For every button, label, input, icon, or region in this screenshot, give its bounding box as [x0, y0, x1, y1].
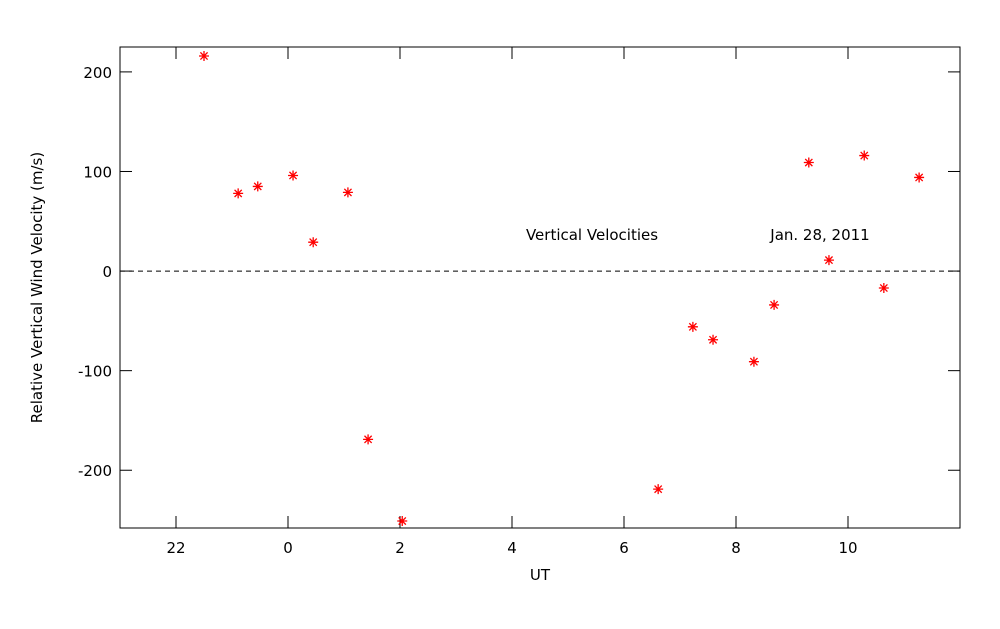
data-point	[252, 181, 263, 192]
y-axis-label: Relative Vertical Wind Velocity (m/s)	[28, 152, 46, 423]
data-point	[823, 255, 834, 266]
y-tick-label: 200	[83, 64, 112, 82]
data-point	[199, 50, 209, 61]
data-point	[803, 157, 814, 168]
y-tick-label: -100	[78, 363, 112, 381]
data-point	[914, 172, 925, 183]
annotation: Vertical Velocities	[526, 226, 658, 244]
data-point	[397, 516, 408, 527]
annotation: Jan. 28, 2011	[769, 226, 869, 244]
data-point	[769, 299, 780, 310]
x-tick-label: 8	[731, 539, 741, 557]
data-point	[708, 334, 719, 345]
data-point	[308, 237, 319, 248]
x-tick-label: 0	[283, 539, 293, 557]
data-point	[878, 282, 889, 293]
x-tick-label: 2	[395, 539, 405, 557]
x-tick-label: 10	[838, 539, 857, 557]
y-tick-label: -200	[78, 462, 112, 480]
plot-frame	[119, 46, 961, 529]
data-point	[653, 484, 664, 495]
y-tick-label: 100	[83, 163, 112, 181]
data-point	[859, 150, 870, 161]
data-point	[748, 356, 759, 367]
data-point	[363, 434, 374, 445]
y-tick-label: 0	[102, 263, 112, 281]
data-point	[233, 188, 244, 199]
x-tick-label: 4	[507, 539, 517, 557]
x-tick-label: 22	[166, 539, 185, 557]
data-point	[687, 321, 698, 332]
data-point	[288, 170, 299, 181]
x-axis-label: UT	[530, 566, 551, 584]
data-point	[342, 187, 353, 198]
x-tick-label: 6	[619, 539, 629, 557]
